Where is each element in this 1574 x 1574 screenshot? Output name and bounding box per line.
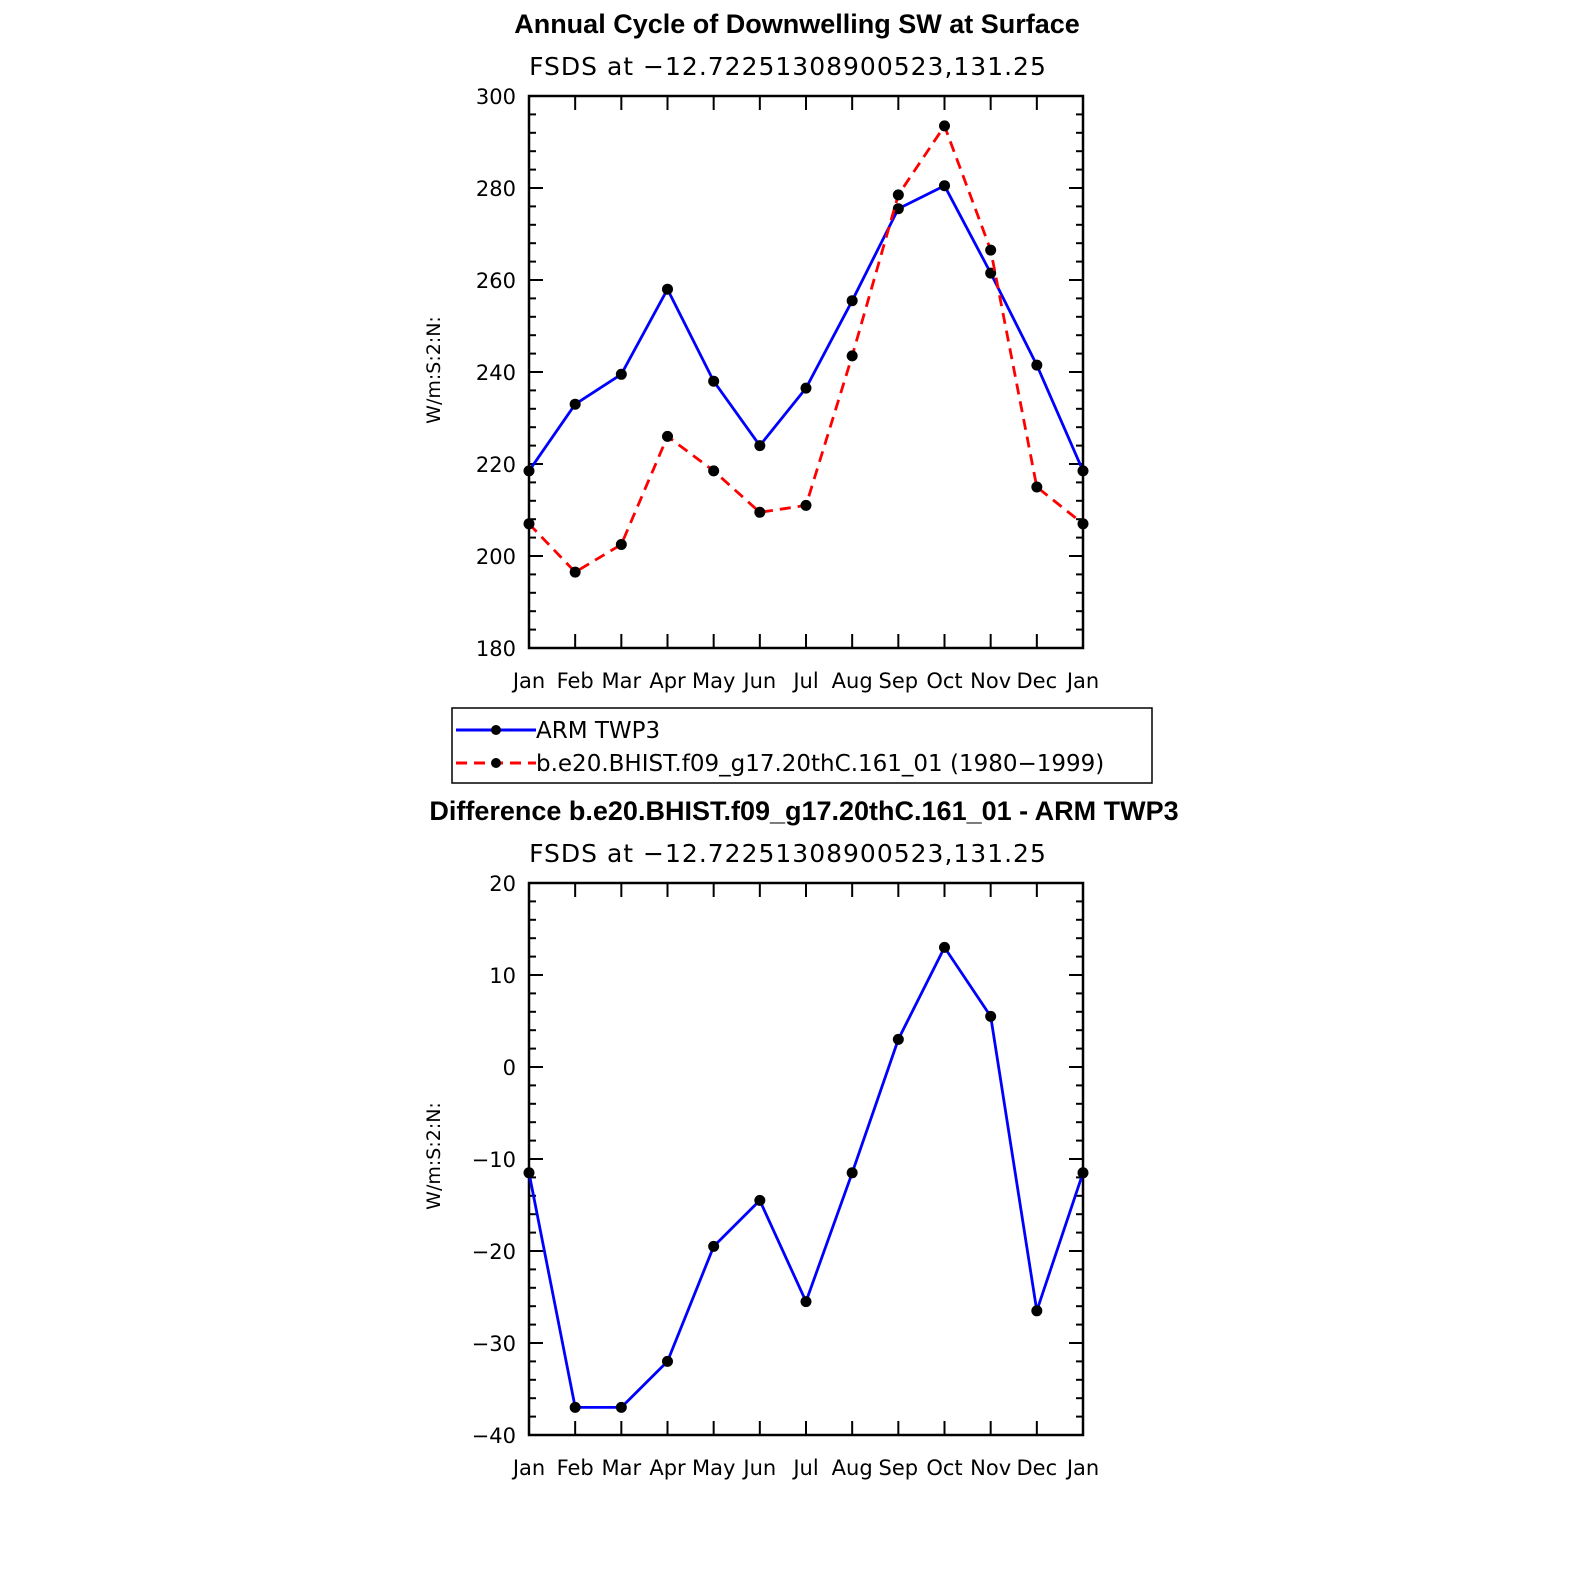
y-tick-label: 300: [476, 85, 516, 109]
x-tick-label: Jun: [741, 1456, 776, 1480]
x-tick-label: Apr: [649, 1456, 686, 1480]
y-tick-label: −40: [472, 1424, 516, 1448]
x-tick-label: May: [692, 1456, 735, 1480]
x-tick-label: Jan: [1065, 669, 1099, 693]
data-point: [569, 1401, 581, 1413]
annual-cycle-panel: Annual Cycle of Downwelling SW at Surfac…: [423, 9, 1099, 693]
x-tick-label: Jul: [791, 669, 818, 693]
data-point: [892, 203, 904, 215]
data-point: [523, 1167, 535, 1179]
data-point: [523, 465, 535, 477]
y-tick-label: 260: [476, 269, 516, 293]
legend-marker-model: [491, 758, 501, 768]
data-point: [939, 120, 950, 132]
data-point: [1077, 465, 1089, 477]
x-tick-label: Dec: [1017, 1456, 1058, 1480]
data-point: [846, 1167, 858, 1179]
chart-subtitle: FSDS at −12.72251308900523,131.25: [529, 52, 1047, 81]
chart-title: Difference b.e20.BHIST.f09_g17.20thC.161…: [429, 796, 1178, 826]
x-tick-label: Mar: [602, 669, 642, 693]
y-tick-label: 20: [489, 872, 516, 896]
data-point: [892, 189, 904, 201]
y-tick-label: 280: [476, 177, 516, 201]
y-axis-label: W/m:S:2:N:: [423, 316, 445, 424]
x-tick-label: Nov: [970, 1456, 1011, 1480]
x-tick-label: Apr: [649, 669, 686, 693]
legend-marker-arm: [491, 725, 501, 735]
plot-frame: [527, 881, 1085, 1437]
data-point: [708, 465, 720, 477]
data-point: [662, 1355, 673, 1367]
y-tick-label: −20: [472, 1240, 516, 1264]
x-tick-label: Sep: [879, 1456, 919, 1480]
y-tick-label: 220: [476, 453, 516, 477]
x-tick-label: Sep: [879, 669, 919, 693]
x-tick-label: Jan: [511, 1456, 545, 1480]
data-point: [800, 382, 812, 394]
data-point: [846, 350, 858, 362]
legend-label-model: b.e20.BHIST.f09_g17.20thC.161_01 (1980−1…: [536, 751, 1104, 777]
data-point: [1031, 359, 1043, 371]
data-point: [615, 1401, 627, 1413]
x-tick-label: Dec: [1017, 669, 1058, 693]
plot-area: 180 200 220 240 260 280 300 Jan Feb Mar Apr May Jun J…: [476, 85, 1099, 693]
data-point: [939, 941, 950, 953]
difference-panel: Difference b.e20.BHIST.f09_g17.20thC.161…: [423, 796, 1179, 1480]
x-tick-label: Aug: [832, 1456, 873, 1480]
plot-area: −40 −30 −20 −10 0 10 20 Jan Feb Mar Apr May Jun Jul Au…: [472, 872, 1100, 1480]
y-tick-label: 240: [476, 361, 516, 385]
data-point: [662, 430, 673, 442]
data-point: [662, 283, 673, 295]
data-point: [846, 295, 858, 307]
data-point: [800, 1296, 812, 1308]
x-tick-label: Mar: [602, 1456, 642, 1480]
data-point: [800, 499, 812, 511]
data-point: [615, 368, 627, 380]
data-point: [754, 1194, 766, 1206]
y-tick-label: −10: [472, 1148, 516, 1172]
y-tick-label: 10: [489, 964, 516, 988]
data-point: [708, 1240, 720, 1252]
series-line-0: [527, 946, 1085, 1409]
data-point: [754, 506, 766, 518]
x-tick-label: Feb: [557, 1456, 594, 1480]
data-point: [985, 1010, 997, 1022]
legend: ARM TWP3 b.e20.BHIST.f09_g17.20thC.161_0…: [451, 707, 1153, 784]
data-point: [569, 398, 581, 410]
x-tick-label: May: [692, 669, 735, 693]
x-tick-label: Jul: [791, 1456, 818, 1480]
x-tick-label: Nov: [970, 669, 1011, 693]
legend-label-arm: ARM TWP3: [536, 718, 660, 744]
chart-subtitle: FSDS at −12.72251308900523,131.25: [529, 839, 1047, 868]
data-point: [708, 375, 720, 387]
x-tick-label: Jan: [1065, 1456, 1099, 1480]
y-axis-label: W/m:S:2:N:: [423, 1102, 445, 1210]
y-tick-label: 0: [503, 1056, 516, 1080]
legend-box: [451, 707, 1153, 784]
data-point: [1031, 1305, 1043, 1317]
x-tick-label: Jun: [741, 669, 776, 693]
y-tick-label: 200: [476, 545, 516, 569]
data-point: [754, 440, 766, 452]
x-tick-label: Oct: [926, 1456, 962, 1480]
data-point: [939, 180, 950, 192]
x-tick-label: Oct: [926, 669, 962, 693]
data-point: [523, 518, 535, 530]
x-tick-label: Jan: [511, 669, 545, 693]
data-point: [1077, 1167, 1089, 1179]
y-tick-label: 180: [476, 637, 516, 661]
plot-frame: [527, 94, 1085, 650]
x-tick-label: Aug: [832, 669, 873, 693]
data-point: [569, 566, 581, 578]
y-tick-label: −30: [472, 1332, 516, 1356]
chart-title: Annual Cycle of Downwelling SW at Surfac…: [514, 9, 1080, 39]
data-point: [1077, 518, 1089, 530]
data-point: [985, 244, 997, 256]
data-point: [1031, 481, 1043, 493]
x-tick-label: Feb: [557, 669, 594, 693]
series-line-0: [527, 184, 1085, 472]
data-point: [892, 1033, 904, 1045]
data-point: [615, 539, 627, 550]
